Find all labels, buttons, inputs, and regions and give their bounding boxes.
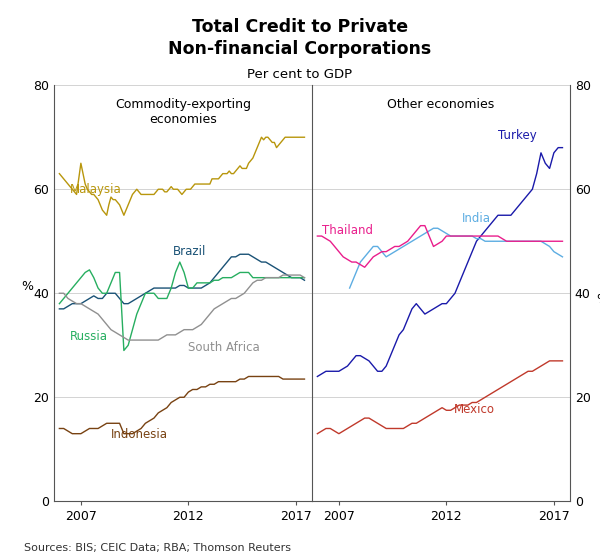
Text: Russia: Russia <box>70 330 107 344</box>
Text: Per cent to GDP: Per cent to GDP <box>247 68 353 81</box>
Text: Sources: BIS; CEIC Data; RBA; Thomson Reuters: Sources: BIS; CEIC Data; RBA; Thomson Re… <box>24 543 291 553</box>
Text: Brazil: Brazil <box>173 245 206 258</box>
Text: Malaysia: Malaysia <box>70 183 121 196</box>
Text: Total Credit to Private
Non-financial Corporations: Total Credit to Private Non-financial Co… <box>169 18 431 58</box>
Text: Turkey: Turkey <box>498 129 536 141</box>
Text: South Africa: South Africa <box>188 341 260 354</box>
Text: Indonesia: Indonesia <box>111 428 168 441</box>
Text: Mexico: Mexico <box>454 403 495 416</box>
Text: Thailand: Thailand <box>322 224 373 237</box>
Y-axis label: %: % <box>22 280 34 293</box>
Text: Other economies: Other economies <box>388 97 494 111</box>
Text: India: India <box>461 212 491 225</box>
Y-axis label: %: % <box>596 293 600 306</box>
Text: Commodity-exporting
economies: Commodity-exporting economies <box>115 97 251 126</box>
